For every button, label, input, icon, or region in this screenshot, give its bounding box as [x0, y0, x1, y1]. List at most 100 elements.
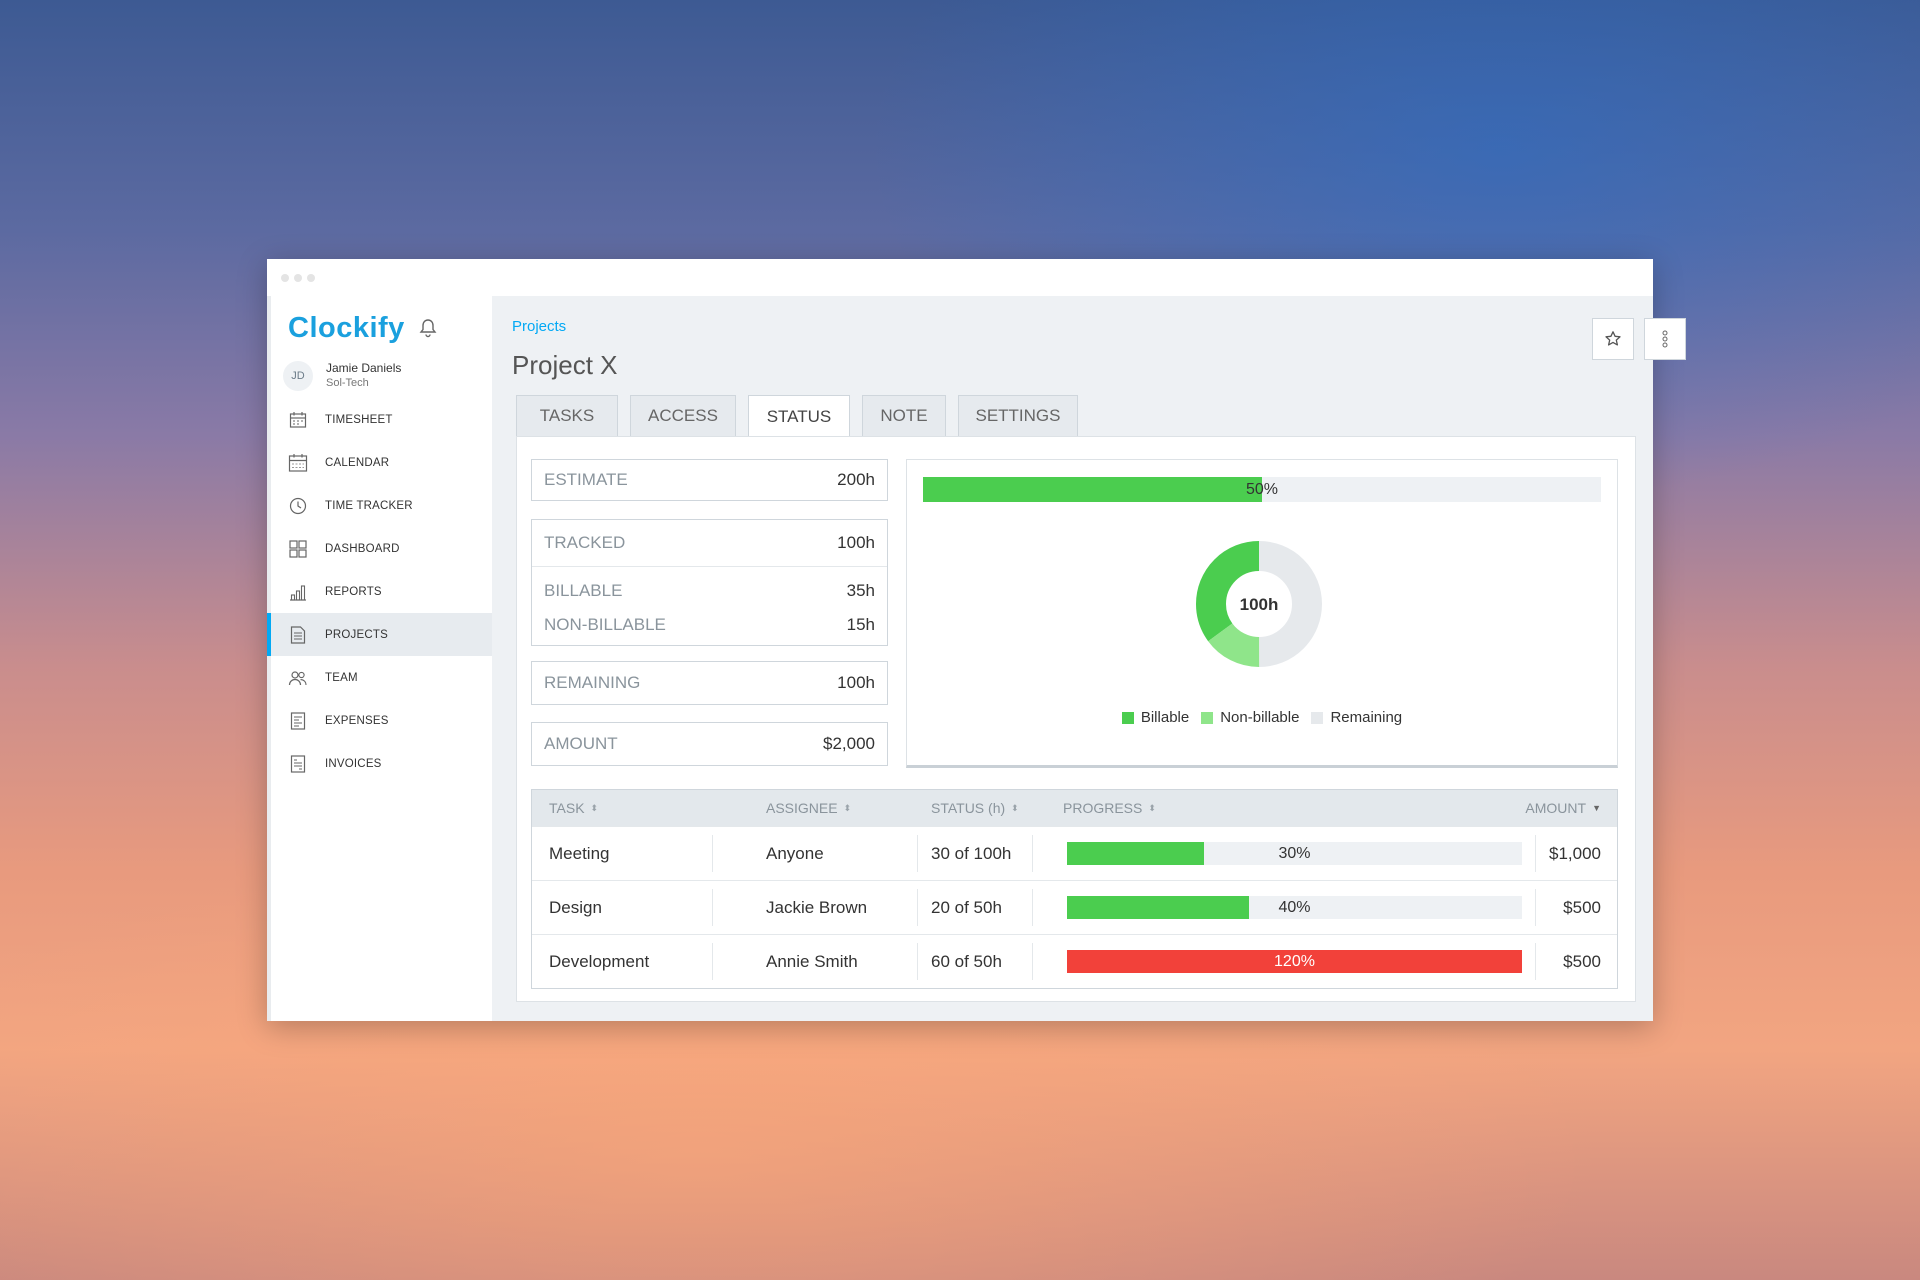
expenses-icon — [288, 711, 308, 731]
remaining-box: REMAINING 100h — [531, 661, 888, 705]
column-divider — [1535, 943, 1536, 980]
col-assignee-header[interactable]: ASSIGNEE ⬍ — [766, 790, 851, 826]
legend-label: Billable — [1140, 709, 1190, 726]
invoices-icon — [288, 754, 308, 774]
col-task-header[interactable]: TASK ⬍ — [549, 790, 598, 826]
table-header: TASK ⬍ ASSIGNEE ⬍ STATUS (h) ⬍ PROGRESS ⬍ AM… — [532, 790, 1617, 826]
sidebar-item-projects[interactable]: PROJECTS — [267, 613, 492, 656]
cell-status: 30 of 100h — [931, 844, 1012, 863]
row-progress-bar: 120% — [1067, 950, 1522, 973]
bell-icon[interactable] — [419, 318, 437, 343]
donut-center-label: 100h — [1240, 595, 1279, 614]
team-icon — [288, 668, 308, 688]
sidebar-item-time-tracker[interactable]: TIME TRACKER — [271, 484, 492, 527]
cell-assignee: Jackie Brown — [766, 898, 868, 917]
donut-segment-remaining — [1196, 541, 1322, 667]
sidebar-item-dashboard[interactable]: DASHBOARD — [271, 527, 492, 570]
col-amount-label: AMOUNT — [1525, 800, 1587, 816]
window-dot — [307, 274, 315, 282]
sidebar-nav: TIMESHEET CALENDAR TIME TRACKER DASHBOARD RE… — [267, 398, 492, 785]
cell-amount: $500 — [1563, 952, 1601, 971]
projects-icon — [288, 625, 308, 645]
cell-amount: $1,000 — [1549, 844, 1601, 863]
estimate-label: ESTIMATE — [544, 470, 628, 489]
clock-icon — [288, 496, 308, 516]
reports-icon — [288, 582, 308, 602]
row-progress-bar: 30% — [1067, 842, 1522, 865]
table-row[interactable]: Meeting Anyone 30 of 100h 30% $1,000 — [532, 826, 1617, 880]
table-row[interactable]: Design Jackie Brown 20 of 50h 40% $500 — [532, 880, 1617, 934]
column-divider — [712, 943, 713, 980]
page-title: Project X — [512, 350, 618, 380]
window-titlebar — [267, 259, 1653, 296]
col-status-header[interactable]: STATUS (h) ⬍ — [931, 790, 1019, 826]
billable-label: BILLABLE — [544, 581, 623, 600]
user-profile[interactable]: JD Jamie Daniels Sol-Tech — [283, 361, 401, 391]
tab-settings[interactable]: SETTINGS — [958, 395, 1078, 436]
sidebar-item-invoices[interactable]: INVOICES — [271, 742, 492, 785]
tab-status[interactable]: STATUS — [748, 395, 850, 437]
legend-item: Non-billable — [1201, 709, 1299, 726]
estimate-box: ESTIMATE 200h — [531, 459, 888, 501]
column-divider — [1032, 889, 1033, 926]
sort-desc-icon: ▼ — [1592, 803, 1601, 813]
col-status-label: STATUS (h) — [931, 800, 1006, 816]
donut-chart: 100h — [1196, 541, 1322, 667]
col-progress-header[interactable]: PROGRESS ⬍ — [1063, 790, 1156, 826]
cell-task: Meeting — [549, 844, 610, 863]
row-progress-text: 40% — [1278, 899, 1311, 916]
calendar-icon — [288, 453, 308, 473]
column-divider — [1032, 835, 1033, 872]
sidebar-item-team[interactable]: TEAM — [271, 656, 492, 699]
status-chart-card: 50% 100h Billable Non-billable Remaining — [906, 459, 1618, 768]
legend-item: Billable — [1121, 709, 1190, 726]
tab-access[interactable]: ACCESS — [630, 395, 736, 436]
legend-swatch — [1121, 711, 1134, 724]
billable-value: 35h — [846, 581, 875, 600]
tab-note[interactable]: NOTE — [862, 395, 946, 436]
col-assignee-label: ASSIGNEE — [766, 800, 838, 816]
estimate-value: 200h — [837, 470, 875, 489]
logo[interactable]: Clockify — [288, 312, 437, 345]
tracked-value: 100h — [837, 533, 875, 552]
legend-swatch — [1201, 711, 1214, 724]
sort-icon: ⬍ — [843, 803, 852, 813]
legend-item: Remaining — [1311, 709, 1402, 726]
window-dot — [294, 274, 302, 282]
table-row[interactable]: Development Annie Smith 60 of 50h 120% $500 — [532, 934, 1617, 988]
col-task-label: TASK — [549, 800, 585, 816]
app-window: Clockify JD Jamie Daniels Sol-Tech TIMES… — [267, 259, 1686, 1021]
legend-label: Non-billable — [1220, 709, 1300, 726]
overall-progress-fill — [923, 477, 1262, 502]
tab-tasks[interactable]: TASKS — [516, 395, 618, 436]
table-body: Meeting Anyone 30 of 100h 30% $1,000 Design Ja… — [532, 826, 1617, 988]
row-progress-fill — [1067, 950, 1522, 973]
sidebar-item-timesheet[interactable]: TIMESHEET — [271, 398, 492, 441]
breadcrumb[interactable]: Projects — [512, 318, 567, 335]
sidebar-item-label: REPORTS — [325, 585, 382, 598]
sidebar-item-label: TEAM — [325, 671, 358, 684]
cell-assignee: Anyone — [766, 844, 824, 863]
favorite-button[interactable] — [1592, 318, 1634, 360]
remaining-value: 100h — [837, 673, 875, 692]
sidebar-item-label: INVOICES — [325, 757, 382, 770]
sidebar-item-expenses[interactable]: EXPENSES — [271, 699, 492, 742]
sidebar-item-label: DASHBOARD — [325, 542, 400, 555]
column-divider — [1032, 943, 1033, 980]
col-progress-label: PROGRESS — [1063, 800, 1143, 816]
status-panel: ESTIMATE 200h TRACKED 100h BILLABLE 35h … — [516, 436, 1636, 1002]
star-icon — [1605, 331, 1621, 346]
col-amount-header[interactable]: AMOUNT ▼ — [1525, 790, 1601, 826]
more-options-button[interactable] — [1644, 318, 1686, 360]
sidebar-item-calendar[interactable]: CALENDAR — [271, 441, 492, 484]
amount-box: AMOUNT $2,000 — [531, 722, 888, 766]
tracked-box: TRACKED 100h BILLABLE 35h NON-BILLABLE 1… — [531, 519, 888, 646]
sidebar-item-label: PROJECTS — [325, 628, 388, 641]
column-divider — [1535, 889, 1536, 926]
tabs: TASKS ACCESS STATUS NOTE SETTINGS — [516, 395, 1090, 437]
window-dot — [281, 274, 289, 282]
main-content: Projects Project X TASKS ACCESS STATUS N… — [492, 296, 1686, 1021]
sidebar-item-reports[interactable]: REPORTS — [271, 570, 492, 613]
amount-label: AMOUNT — [544, 734, 618, 753]
more-vertical-icon — [1662, 330, 1668, 348]
